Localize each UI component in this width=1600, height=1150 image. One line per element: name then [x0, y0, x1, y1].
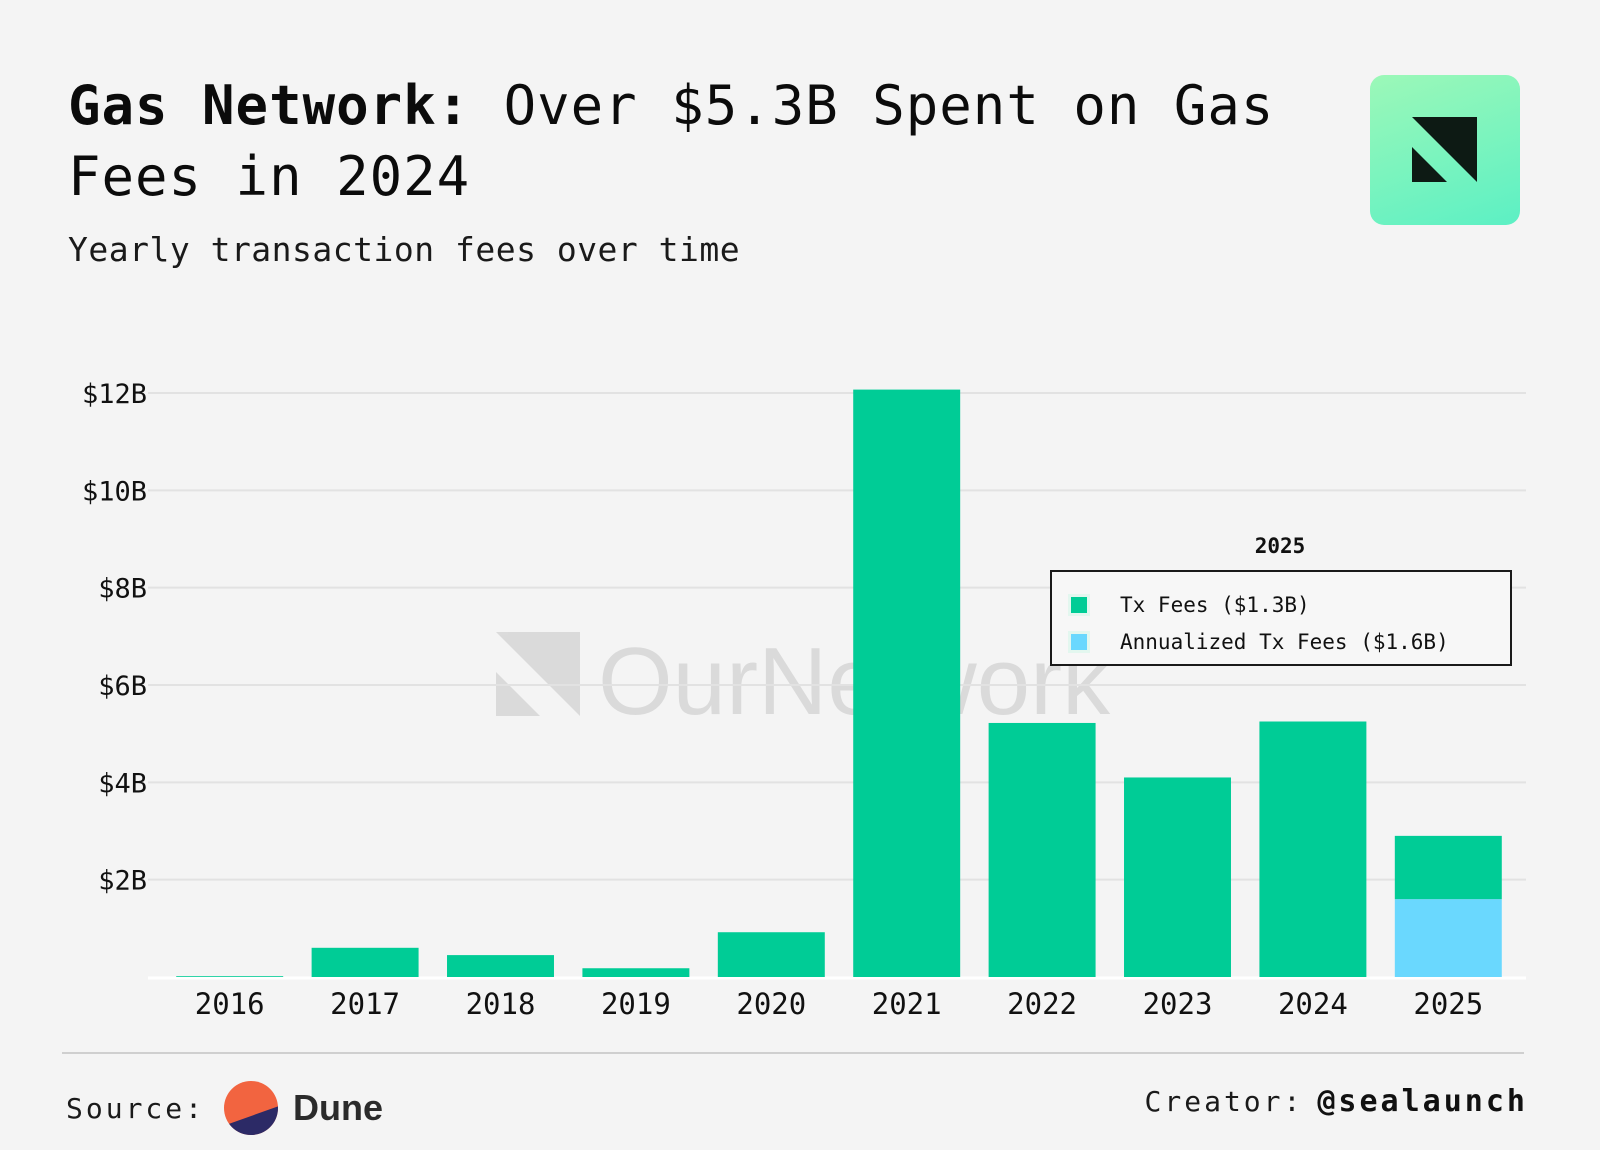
creator-handle: @sealaunch	[1317, 1084, 1528, 1119]
chart-title-bold: Gas Network:	[68, 74, 471, 137]
source-credit: Source: Dune	[66, 1080, 383, 1136]
bar-2018-tx-fees	[447, 955, 554, 977]
legend-swatch-annualized	[1068, 631, 1090, 653]
x-tick-label: 2021	[872, 987, 942, 1021]
y-tick-label: $6B	[98, 671, 147, 702]
x-tick-label: 2023	[1143, 987, 1213, 1021]
ournetwork-logo	[1370, 75, 1520, 225]
legend-title: 2025	[1254, 534, 1306, 558]
y-tick-label: $12B	[82, 379, 147, 410]
bar-2024-tx-fees	[1259, 721, 1367, 977]
legend-item-annualized: Annualized Tx Fees ($1.6B)	[1068, 627, 1449, 657]
y-axis-ticks: $2B $4B $6B $8B $10B $12B	[82, 379, 147, 897]
legend-swatch-tx-fees	[1068, 594, 1090, 616]
source-name: Dune	[293, 1087, 384, 1128]
y-tick-label: $8B	[98, 574, 147, 605]
bar-2019-tx-fees	[582, 968, 690, 977]
bar-2020-tx-fees	[717, 932, 825, 977]
x-tick-label: 2025	[1413, 987, 1483, 1021]
x-tick-label: 2020	[736, 987, 806, 1021]
x-tick-label: 2024	[1278, 987, 1348, 1021]
legend: Tx Fees ($1.3B) Annualized Tx Fees ($1.6…	[1050, 570, 1512, 666]
creator-credit: Creator: @sealaunch	[1145, 1084, 1528, 1119]
dune-logo-icon	[224, 1081, 279, 1135]
bar-2017-tx-fees	[311, 947, 419, 977]
x-tick-label: 2022	[1007, 987, 1077, 1021]
legend-label-tx-fees: Tx Fees ($1.3B)	[1120, 593, 1310, 617]
x-tick-label: 2017	[330, 987, 400, 1021]
bar-2025-tx-fees	[1394, 835, 1502, 900]
bar-2021-tx-fees	[853, 389, 961, 977]
x-tick-label: 2019	[601, 987, 671, 1021]
watermark: OurNetwork	[496, 628, 1111, 735]
chart-subtitle: Yearly transaction fees over time	[68, 230, 741, 269]
creator-label: Creator:	[1144, 1085, 1304, 1118]
bars	[176, 389, 1502, 977]
y-tick-label: $2B	[98, 866, 147, 897]
legend-label-annualized: Annualized Tx Fees ($1.6B)	[1120, 630, 1449, 654]
bar-2016-tx-fees	[176, 976, 284, 977]
footer-divider	[62, 1052, 1524, 1054]
bar-2022-tx-fees	[988, 722, 1096, 977]
x-tick-label: 2018	[466, 987, 536, 1021]
bar-2025-annualized-tx-fees	[1394, 899, 1502, 977]
y-tick-label: $10B	[82, 476, 147, 507]
source-label: Source:	[66, 1091, 206, 1125]
legend-item-tx-fees: Tx Fees ($1.3B)	[1068, 590, 1310, 620]
chart-title-rest: Over $5.3B Spent on Gas Fees in 2024	[68, 74, 1275, 208]
chart-title: Gas Network: Over $5.3B Spent on Gas Fee…	[68, 70, 1298, 212]
x-axis-ticks: 2016 2017 2018 2019 2020 2021 2022 2023 2024 2025	[195, 987, 1483, 1021]
x-tick-label: 2016	[195, 987, 265, 1021]
bar-2023-tx-fees	[1124, 777, 1231, 977]
ournetwork-logo-icon	[1412, 117, 1477, 182]
y-tick-label: $4B	[98, 768, 147, 799]
